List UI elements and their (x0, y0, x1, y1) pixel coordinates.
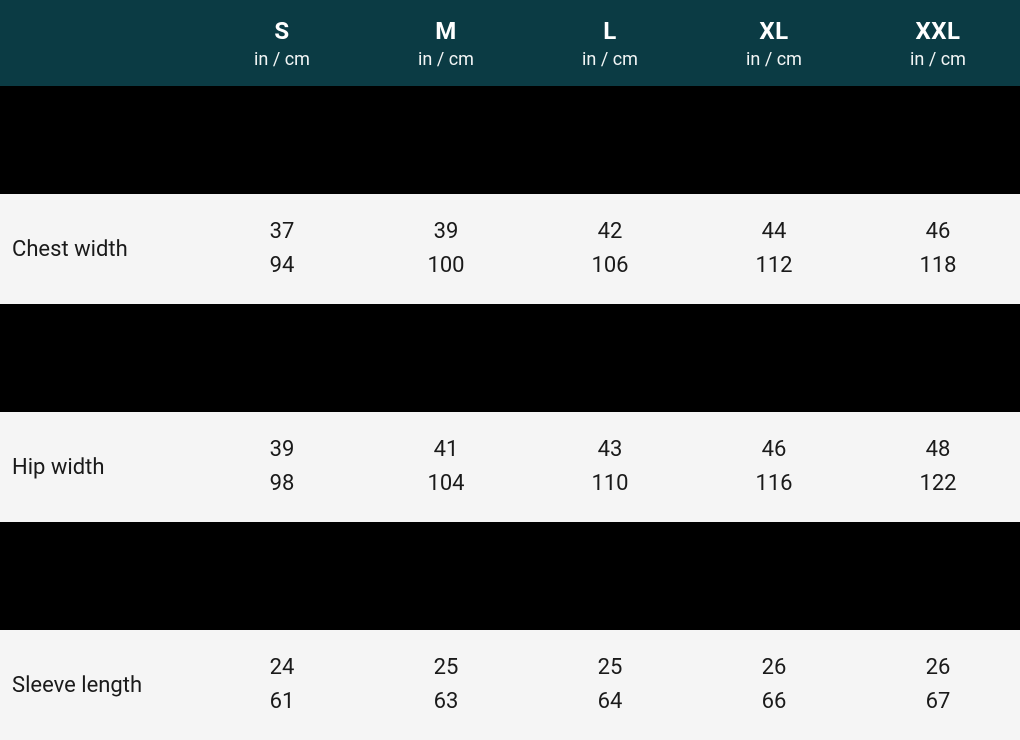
value-cm: 112 (692, 249, 856, 283)
value-in: 39 (200, 433, 364, 467)
table-cell: 46118 (856, 215, 1020, 283)
value-cm: 106 (528, 249, 692, 283)
value-cm: 116 (692, 467, 856, 501)
size-header: XXL in / cm (856, 17, 1020, 70)
value-cm: 104 (364, 467, 528, 501)
row-label: Chest width (0, 237, 200, 262)
size-name: S (200, 17, 364, 45)
value-cm: 122 (856, 467, 1020, 501)
value-in: 48 (856, 433, 1020, 467)
unit-label: in / cm (528, 49, 692, 70)
table-cell: 42106 (528, 215, 692, 283)
value-in: 37 (200, 215, 364, 249)
size-name: XL (692, 17, 856, 45)
value-in: 25 (528, 651, 692, 685)
value-cm: 63 (364, 685, 528, 719)
spacer-row (0, 522, 1020, 630)
table-cell: 46116 (692, 433, 856, 501)
value-cm: 66 (692, 685, 856, 719)
table-cell: 2563 (364, 651, 528, 719)
table-cell: 39100 (364, 215, 528, 283)
table-cell: 44112 (692, 215, 856, 283)
size-chart-table: Sin / cmMin / cmLin / cmXLin / cmXXLin /… (0, 0, 1020, 740)
value-in: 41 (364, 433, 528, 467)
value-in: 24 (200, 651, 364, 685)
value-in: 43 (528, 433, 692, 467)
spacer-row (0, 86, 1020, 194)
value-cm: 64 (528, 685, 692, 719)
value-in: 25 (364, 651, 528, 685)
size-header: Lin / cm (528, 17, 692, 70)
size-header: Sin / cm (200, 17, 364, 70)
size-name: M (364, 17, 528, 45)
table-row: Chest width379439100421064411246118 (0, 194, 1020, 304)
table-row: Sleeve length24612563256426662667 (0, 630, 1020, 740)
value-in: 42 (528, 215, 692, 249)
unit-label: in / cm (856, 49, 1020, 70)
table-cell: 43110 (528, 433, 692, 501)
table-cell: 48122 (856, 433, 1020, 501)
value-cm: 118 (856, 249, 1020, 283)
table-cell: 2667 (856, 651, 1020, 719)
value-cm: 61 (200, 685, 364, 719)
row-label: Hip width (0, 455, 200, 480)
unit-label: in / cm (200, 49, 364, 70)
size-header: Min / cm (364, 17, 528, 70)
value-cm: 98 (200, 467, 364, 501)
size-header: XL in / cm (692, 17, 856, 70)
table-cell: 3998 (200, 433, 364, 501)
table-cell: 2564 (528, 651, 692, 719)
value-cm: 100 (364, 249, 528, 283)
table-header-row: Sin / cmMin / cmLin / cmXLin / cmXXLin /… (0, 0, 1020, 86)
value-cm: 94 (200, 249, 364, 283)
value-in: 26 (692, 651, 856, 685)
unit-label: in / cm (692, 49, 856, 70)
value-in: 46 (856, 215, 1020, 249)
value-in: 26 (856, 651, 1020, 685)
table-row: Hip width399841104431104611648122 (0, 412, 1020, 522)
value-cm: 67 (856, 685, 1020, 719)
table-cell: 2461 (200, 651, 364, 719)
size-name: L (528, 17, 692, 45)
value-in: 44 (692, 215, 856, 249)
table-cell: 2666 (692, 651, 856, 719)
value-cm: 110 (528, 467, 692, 501)
unit-label: in / cm (364, 49, 528, 70)
table-cell: 41104 (364, 433, 528, 501)
size-name: XXL (856, 17, 1020, 45)
row-label: Sleeve length (0, 673, 200, 698)
spacer-row (0, 304, 1020, 412)
value-in: 39 (364, 215, 528, 249)
table-body: Chest width379439100421064411246118Hip w… (0, 86, 1020, 740)
value-in: 46 (692, 433, 856, 467)
table-cell: 3794 (200, 215, 364, 283)
